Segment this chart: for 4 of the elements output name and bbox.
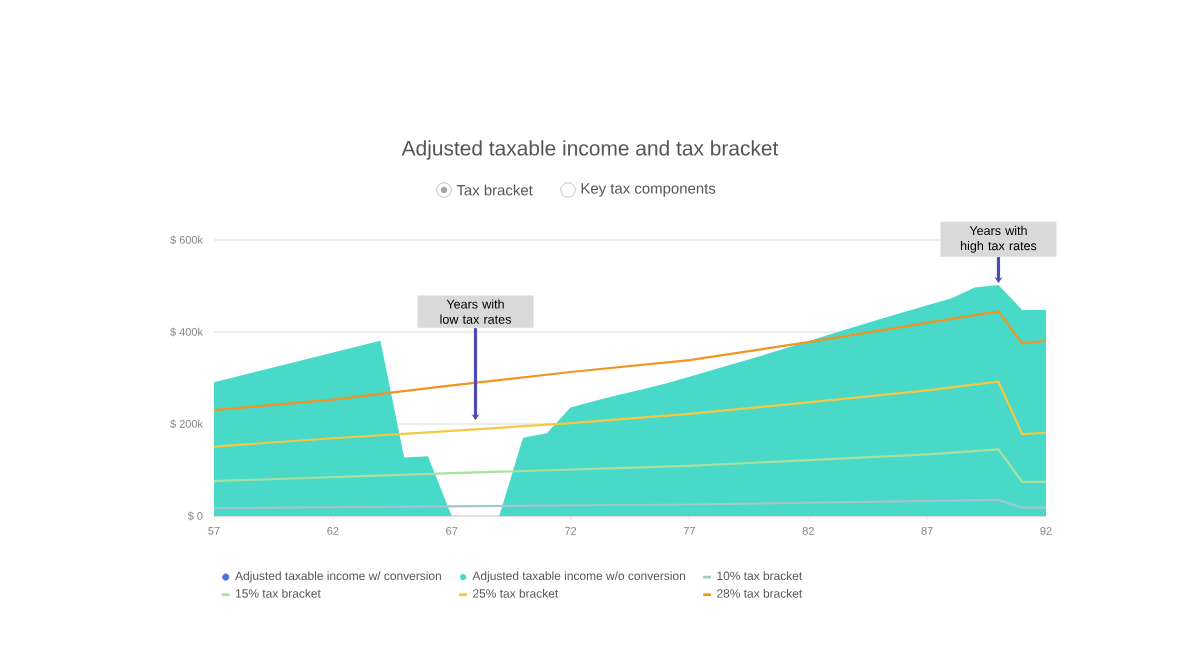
line-series <box>212 448 1048 484</box>
chart-title: Adjusted taxable income and tax bracket <box>401 140 779 160</box>
line-series <box>212 380 1048 448</box>
line-series <box>212 310 1048 412</box>
